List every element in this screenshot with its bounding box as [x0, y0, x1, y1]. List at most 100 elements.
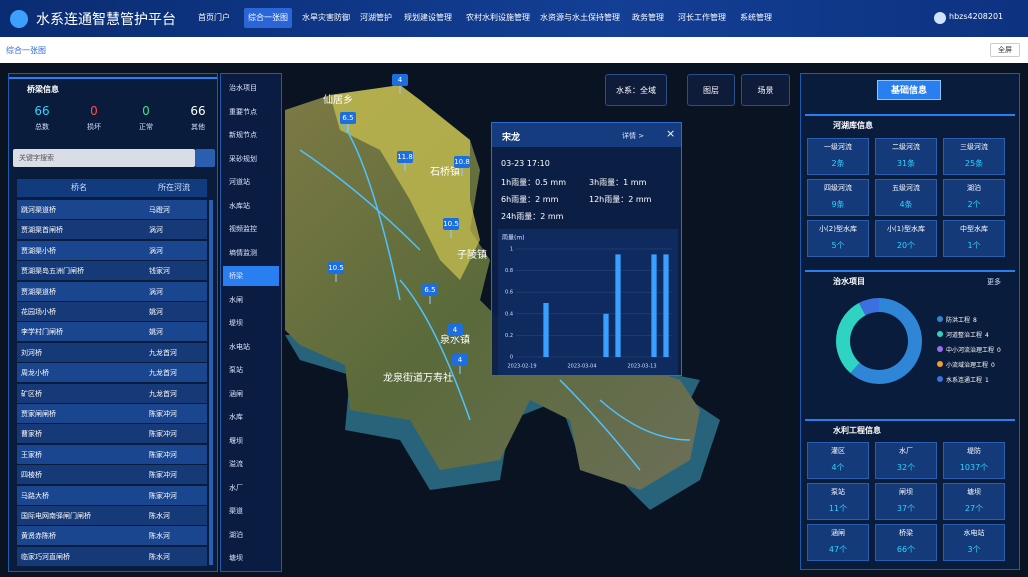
bar	[603, 313, 609, 357]
nav-item[interactable]: 系统管理	[740, 13, 772, 22]
fullscreen-button[interactable]: 全屏	[990, 43, 1020, 57]
nav-item[interactable]: 首页门户	[198, 13, 230, 22]
info-card-label: 四级河流	[824, 184, 852, 192]
info-card[interactable]	[875, 483, 937, 520]
table-row[interactable]	[17, 506, 207, 525]
info-card[interactable]	[943, 483, 1005, 520]
table-row[interactable]	[17, 302, 207, 321]
toolbar-button[interactable]: 场景	[741, 74, 790, 106]
y-tick-label: 0.2	[505, 333, 513, 339]
toolbar-button[interactable]: 图层	[687, 74, 735, 106]
info-card[interactable]	[807, 483, 869, 520]
info-card[interactable]	[875, 179, 937, 216]
layer-item[interactable]: 重要节点	[229, 107, 257, 116]
layer-item[interactable]: 桥梁	[223, 266, 279, 286]
layer-item[interactable]: 水厂	[229, 483, 243, 492]
table-row[interactable]	[17, 424, 207, 444]
table-row[interactable]	[17, 383, 207, 403]
layer-item[interactable]: 采砂规划	[229, 154, 257, 163]
legend-entry[interactable]: 中小河流治理工程 0	[946, 345, 1001, 354]
table-row[interactable]	[17, 220, 207, 240]
layer-item[interactable]: 河道站	[229, 178, 250, 186]
legend-entry[interactable]: 水系连通工程 1	[946, 375, 989, 384]
layer-item[interactable]: 视频监控	[229, 225, 257, 233]
layer-item[interactable]: 堰坝	[229, 436, 243, 445]
info-card[interactable]	[943, 138, 1005, 175]
table-row[interactable]	[17, 240, 207, 260]
info-card[interactable]	[807, 220, 869, 257]
table-row[interactable]	[17, 546, 207, 566]
layer-item[interactable]: 渠道	[229, 507, 243, 515]
table-row[interactable]	[17, 465, 207, 485]
table-row[interactable]	[17, 261, 207, 281]
info-card-label: 桥梁	[899, 529, 913, 537]
info-card[interactable]	[875, 138, 937, 175]
legend-entry[interactable]: 河道整治工程 4	[946, 330, 989, 339]
layer-item[interactable]: 水库	[229, 413, 243, 421]
layer-item[interactable]: 涵闸	[229, 389, 243, 398]
info-card-value: 4个	[831, 463, 845, 472]
info-card[interactable]	[807, 524, 869, 561]
station-popup: 宋龙 详情 > × 03-23 17:10 1h雨量：0.5 mm 3h雨量：1 mm 6h…	[491, 122, 682, 376]
layer-item[interactable]: 堤坝	[229, 319, 243, 327]
legend-entry[interactable]: 防洪工程 8	[946, 315, 977, 324]
toolbar-button[interactable]: 水系：全域	[605, 74, 667, 106]
table-row[interactable]	[17, 485, 207, 505]
layer-item[interactable]: 新规节点	[229, 131, 257, 139]
layer-item[interactable]: 水电站	[229, 342, 250, 351]
table-row[interactable]	[17, 200, 207, 219]
table-row[interactable]	[17, 322, 207, 342]
nav-item[interactable]: 河湖管护	[360, 13, 392, 22]
table-row[interactable]	[17, 444, 207, 464]
map-marker-label: 4	[458, 356, 463, 364]
info-card[interactable]	[807, 442, 869, 479]
info-card-label: 涵闸	[831, 529, 845, 537]
logo	[10, 10, 28, 28]
layer-item[interactable]: 湖泊	[229, 530, 243, 539]
popup-detail-link[interactable]: 详情 >	[622, 132, 645, 140]
breadcrumb[interactable]: 综合一张图	[6, 46, 46, 55]
layer-item[interactable]: 墒情监测	[229, 248, 257, 257]
table-row[interactable]	[17, 404, 207, 423]
table-row[interactable]	[17, 342, 207, 362]
more-link[interactable]: 更多	[987, 278, 1001, 286]
river	[299, 149, 421, 251]
info-card[interactable]	[807, 179, 869, 216]
bridge-river: 九龙首河	[149, 348, 177, 357]
nav-item[interactable]: 农村水利设施管理	[466, 13, 530, 22]
bridge-river: 陈家冲河	[149, 410, 177, 418]
layer-item[interactable]: 治水项目	[229, 84, 257, 92]
info-card[interactable]	[943, 442, 1005, 479]
info-card[interactable]	[943, 220, 1005, 257]
table-row[interactable]	[17, 363, 207, 383]
nav-item[interactable]: 综合一张图	[244, 8, 292, 28]
nav-item[interactable]: 水资源与水土保持管理	[540, 13, 620, 22]
search-input[interactable]: 关键字搜索	[13, 149, 195, 167]
search-button[interactable]	[195, 149, 215, 167]
info-card[interactable]	[875, 220, 937, 257]
legend-name: 水系连通工程	[946, 377, 983, 384]
donut-segment	[850, 298, 922, 384]
legend-entry[interactable]: 小流域治理工程 0	[946, 360, 995, 369]
info-card[interactable]	[943, 179, 1005, 216]
nav-item[interactable]: 河长工作管理	[678, 13, 726, 22]
info-card[interactable]	[943, 524, 1005, 561]
popup-close[interactable]: ×	[666, 127, 676, 140]
info-card[interactable]	[875, 524, 937, 561]
user-name[interactable]: hbzs4208201	[949, 12, 1004, 21]
layer-item[interactable]: 水库站	[229, 201, 250, 210]
info-card[interactable]	[875, 442, 937, 479]
layer-item[interactable]: 塘坝	[229, 554, 243, 562]
info-card[interactable]	[807, 138, 869, 175]
nav-item[interactable]: 水旱灾害防御	[302, 13, 350, 22]
panel-tab[interactable]: 基础信息	[877, 80, 941, 100]
table-row[interactable]	[17, 281, 207, 301]
y-tick-label: 0.4	[505, 311, 513, 317]
nav-item[interactable]: 政务管理	[632, 13, 664, 22]
nav-item[interactable]: 规划建设管理	[404, 13, 452, 22]
table-row[interactable]	[17, 526, 207, 546]
layer-item[interactable]: 水闸	[229, 295, 243, 304]
layer-item[interactable]: 泵站	[229, 366, 243, 374]
layer-item[interactable]: 溢流	[229, 460, 243, 468]
